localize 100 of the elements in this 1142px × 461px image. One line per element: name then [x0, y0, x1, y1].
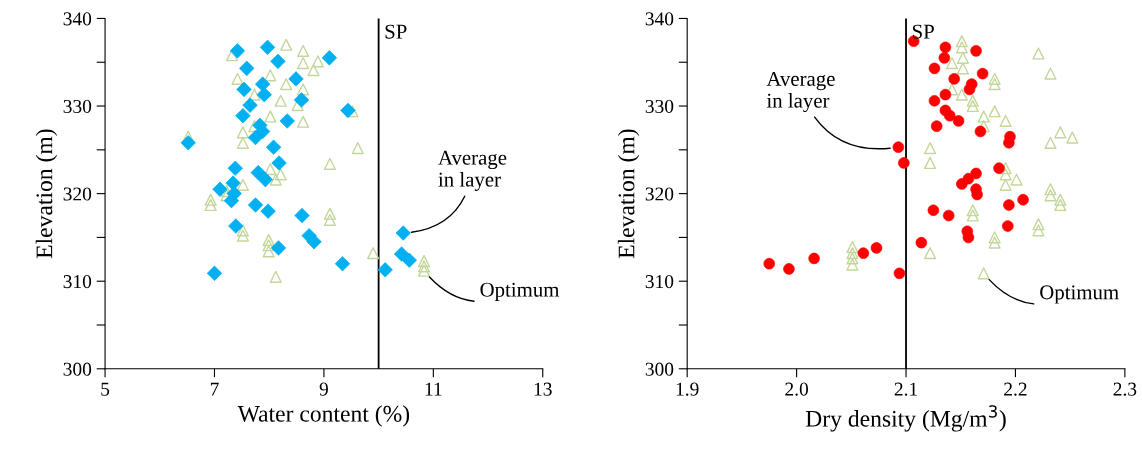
point	[236, 126, 250, 139]
x-tick-label: 5	[101, 382, 110, 396]
x-tick-label: 7	[210, 382, 219, 396]
point	[977, 110, 990, 123]
point	[846, 247, 859, 260]
y-tick-label: 300	[63, 362, 92, 376]
point	[988, 231, 1001, 244]
x-tick-label: 2.3	[1113, 382, 1137, 396]
point	[966, 99, 979, 113]
y-tick-label: 310	[63, 275, 92, 289]
point	[988, 72, 1001, 85]
point	[999, 168, 1012, 181]
point	[264, 110, 277, 123]
point	[1054, 193, 1067, 206]
point	[262, 233, 275, 247]
point	[1010, 173, 1023, 186]
point	[323, 157, 336, 170]
ref-line-label: SP	[912, 24, 934, 39]
point	[924, 156, 937, 170]
point	[966, 209, 979, 222]
x-tick-label: 13	[534, 382, 552, 396]
point	[956, 51, 970, 64]
x-tick-label: 11	[425, 382, 442, 396]
point	[846, 240, 859, 254]
point	[269, 270, 282, 283]
annotation: Optimum	[480, 282, 560, 301]
point	[924, 247, 937, 260]
point	[945, 57, 959, 70]
y-axis-title: Elevation (m)	[617, 129, 640, 259]
point	[204, 198, 217, 212]
point	[236, 136, 250, 149]
point	[988, 236, 1001, 249]
point	[846, 252, 859, 265]
point	[212, 181, 228, 197]
point	[274, 94, 287, 107]
point	[1066, 131, 1079, 144]
point	[236, 178, 250, 191]
point	[307, 64, 320, 77]
point	[323, 213, 336, 226]
x-tick-label: 9	[319, 382, 328, 396]
point	[1044, 183, 1057, 196]
point	[297, 115, 310, 128]
point	[1032, 218, 1045, 231]
point	[311, 55, 324, 68]
annotation: Average in layer	[438, 150, 507, 191]
x-tick-label: 2.2	[1004, 382, 1027, 396]
point	[1032, 47, 1045, 60]
point	[236, 229, 250, 242]
y-tick-label: 340	[63, 12, 92, 26]
x-tick-label: 2.1	[894, 382, 918, 396]
point	[999, 178, 1012, 191]
point	[417, 264, 431, 277]
point	[1032, 224, 1045, 237]
point	[999, 162, 1012, 175]
annotation: Optimum	[1040, 285, 1119, 304]
point	[966, 204, 979, 217]
y-axis-title: Elevation (m)	[35, 129, 58, 259]
point	[1054, 126, 1067, 139]
point	[988, 78, 1001, 91]
point	[280, 78, 293, 91]
point	[417, 254, 431, 268]
point	[955, 35, 968, 48]
point	[1054, 198, 1067, 212]
point	[955, 88, 968, 101]
y-tick-label: 330	[645, 99, 674, 113]
point	[264, 163, 277, 176]
point	[924, 141, 937, 155]
x-axis-title: Water content (%)	[237, 405, 410, 427]
point	[274, 168, 287, 181]
point	[846, 258, 859, 271]
point	[966, 94, 979, 107]
point	[204, 193, 217, 206]
point	[999, 114, 1012, 127]
x-tick-label: 1.9	[676, 382, 699, 396]
point	[297, 83, 310, 96]
point	[1044, 189, 1057, 202]
point	[248, 88, 261, 101]
point	[417, 260, 431, 273]
point	[236, 224, 250, 237]
ref-line-label: SP	[385, 24, 407, 39]
point	[297, 44, 310, 57]
x-tick-label: 2.0	[785, 382, 809, 396]
y-tick-label: 340	[645, 12, 674, 26]
point	[977, 267, 990, 280]
point	[269, 173, 282, 186]
y-tick-label: 310	[645, 275, 674, 289]
point	[264, 69, 277, 82]
point	[262, 245, 275, 258]
x-axis-title: Dry density (Mg/m$^{3}$)	[805, 405, 1006, 432]
y-tick-label: 320	[645, 187, 674, 201]
point	[367, 247, 380, 260]
point	[955, 41, 968, 54]
point	[1044, 67, 1057, 80]
annotation: Average in layer	[766, 71, 835, 113]
point	[351, 141, 364, 155]
point	[988, 105, 1001, 118]
y-tick-label: 330	[63, 99, 92, 113]
y-tick-label: 320	[63, 187, 92, 201]
point	[280, 38, 293, 51]
point	[297, 57, 310, 70]
